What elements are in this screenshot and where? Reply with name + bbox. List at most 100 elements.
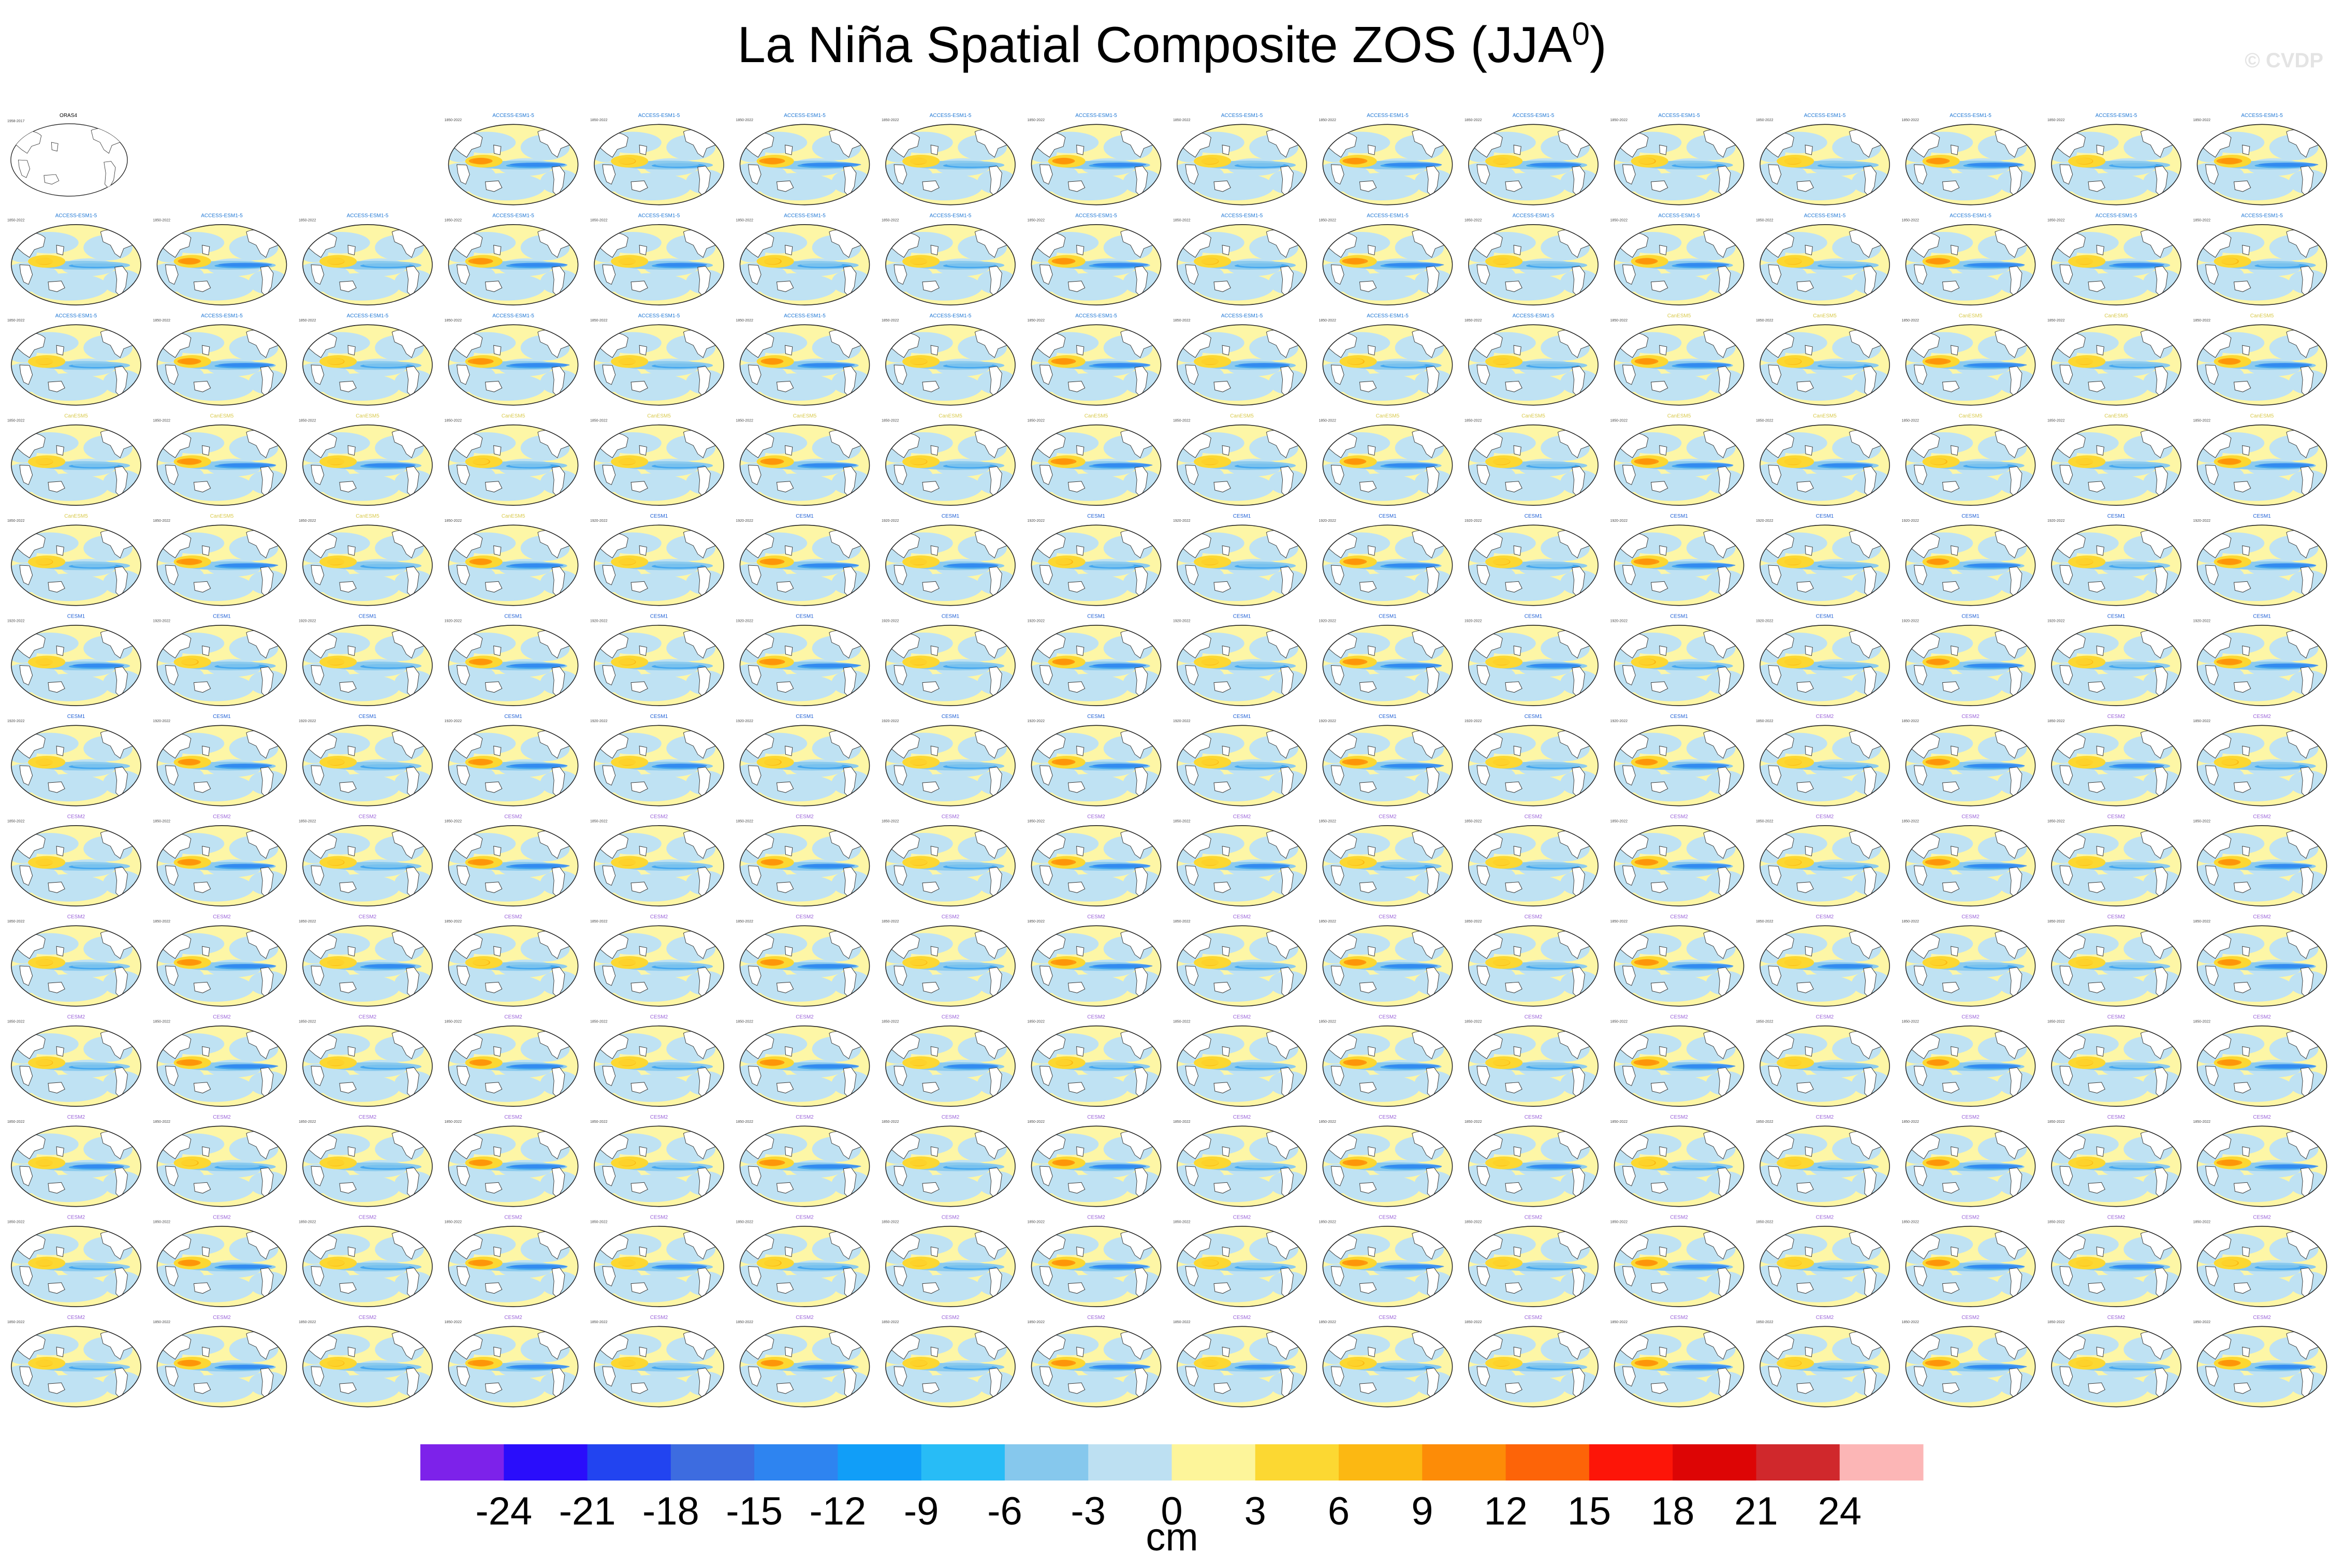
map-panel: CESM1 1920-2022 xyxy=(1457,614,1600,712)
map-panel-title: CESM2 xyxy=(650,814,668,820)
colorbar-swatch xyxy=(1589,1444,1673,1481)
map-panel: CESM2 1850-2022 xyxy=(0,914,142,1013)
map-panel-years: 1850-2022 xyxy=(1902,219,1920,223)
map-panel-title: CESM1 xyxy=(1233,614,1251,620)
map-panel-years: 1850-2022 xyxy=(7,1221,25,1224)
map-panel: CESM2 1850-2022 xyxy=(1312,814,1454,913)
map-panel-years: 1850-2022 xyxy=(153,419,171,423)
map-panel: CESM1 1920-2022 xyxy=(1895,614,2037,712)
map-panel-title: CanESM5 xyxy=(356,414,379,419)
map-panel: CESM1 1920-2022 xyxy=(1312,514,1454,612)
map-panel-title: CanESM5 xyxy=(356,514,379,519)
map-panel-years: 1920-2022 xyxy=(1173,620,1191,623)
map-panel: CESM2 1850-2022 xyxy=(437,914,580,1013)
map-panel: ACCESS-ESM1-5 1850-2022 xyxy=(1603,113,1746,211)
map-panel-years: 1850-2022 xyxy=(2047,1020,2065,1024)
map-panel: ACCESS-ESM1-5 1850-2022 xyxy=(1020,113,1163,211)
map-panel: CESM2 1850-2022 xyxy=(1020,1315,1163,1413)
map-panel: CESM2 1850-2022 xyxy=(1312,1115,1454,1213)
map-panel-years: 1850-2022 xyxy=(299,920,316,924)
map-panel-title: ACCESS-ESM1-5 xyxy=(2241,213,2283,219)
map-panel: CESM2 1850-2022 xyxy=(1312,1015,1454,1113)
map-panel: CESM2 1850-2022 xyxy=(1603,1315,1746,1413)
map-panel-title: CESM2 xyxy=(1816,1315,1834,1321)
map-panel-title: CESM1 xyxy=(1087,614,1105,620)
map-panel: CESM1 1920-2022 xyxy=(1895,514,2037,612)
map-panel-years: 1850-2022 xyxy=(1028,119,1045,122)
map-panel: CESM1 1920-2022 xyxy=(146,614,288,712)
map-panel-title: ACCESS-ESM1-5 xyxy=(2096,213,2137,219)
map-panel-title: CanESM5 xyxy=(939,414,962,419)
map-panel-years: 1920-2022 xyxy=(7,720,25,723)
map-panel-years: 1850-2022 xyxy=(153,1221,171,1224)
map-panel: ACCESS-ESM1-5 1850-2022 xyxy=(1457,113,1600,211)
map-panel: CESM1 1920-2022 xyxy=(1166,514,1308,612)
map-panel: CESM1 1920-2022 xyxy=(1166,714,1308,812)
map-panel-title: CESM1 xyxy=(1816,614,1834,620)
map-panel-years: 1920-2022 xyxy=(1319,519,1337,523)
map-panel: CESM1 1920-2022 xyxy=(729,514,871,612)
map-panel-title: CESM2 xyxy=(1670,914,1688,920)
map-panel: CESM1 1920-2022 xyxy=(583,714,725,812)
map-panel-title: ACCESS-ESM1-5 xyxy=(1221,213,1263,219)
map-panel: CESM2 1850-2022 xyxy=(874,1215,1017,1313)
map-panel-title: ACCESS-ESM1-5 xyxy=(1513,113,1555,119)
map-panel-years: 1850-2022 xyxy=(2047,119,2065,122)
map-panel-title: CESM2 xyxy=(1670,814,1688,820)
map-panel: CESM2 1850-2022 xyxy=(729,914,871,1013)
map-panel: CESM2 1850-2022 xyxy=(2040,1115,2182,1213)
map-panel: CESM1 1920-2022 xyxy=(0,614,142,712)
map-panel-title: ACCESS-ESM1-5 xyxy=(1804,113,1846,119)
map-panel-years: 1850-2022 xyxy=(1610,319,1628,323)
map-panel: ACCESS-ESM1-5 1850-2022 xyxy=(2186,113,2328,211)
cvdp-watermark: © CVDP xyxy=(2245,49,2323,72)
map-panel: CanESM5 1850-2022 xyxy=(2040,414,2182,512)
map-panel-years: 1850-2022 xyxy=(153,920,171,924)
map-panel-title: CESM1 xyxy=(1816,514,1834,519)
map-panel-title: CESM2 xyxy=(1379,914,1397,920)
map-panel: CanESM5 1850-2022 xyxy=(2186,313,2328,412)
map-panel-title: CESM2 xyxy=(650,1315,668,1321)
map-panel-years: 1850-2022 xyxy=(1173,219,1191,223)
map-panel: CESM2 1850-2022 xyxy=(583,1015,725,1113)
map-panel-years: 1850-2022 xyxy=(1610,920,1628,924)
map-panel-title: CESM2 xyxy=(942,1215,960,1221)
colorbar-tick-label: 24 xyxy=(1818,1489,1862,1533)
map-panel: CESM2 1850-2022 xyxy=(874,1115,1017,1213)
title-superscript: 0 xyxy=(1572,16,1590,52)
map-panel-years: 1850-2022 xyxy=(1464,1120,1482,1124)
map-panel: ACCESS-ESM1-5 1850-2022 xyxy=(1312,113,1454,211)
colorbar-swatch xyxy=(1505,1444,1590,1481)
colorbar-swatch xyxy=(838,1444,922,1481)
colorbar-swatch xyxy=(1088,1444,1172,1481)
map-panel-years: 1850-2022 xyxy=(7,219,25,223)
colorbar-tick-label: 18 xyxy=(1651,1489,1695,1533)
map-panel: CESM2 1850-2022 xyxy=(1603,914,1746,1013)
map-panel-years: 1850-2022 xyxy=(590,920,608,924)
colorbar-swatch xyxy=(1422,1444,1506,1481)
map-panel-title: CESM2 xyxy=(2107,914,2126,920)
map-panel-years: 1850-2022 xyxy=(1028,1020,1045,1024)
map-panel-years: 1850-2022 xyxy=(882,920,899,924)
map-panel-title: ACCESS-ESM1-5 xyxy=(1513,313,1555,319)
title-close: ) xyxy=(1590,16,1607,73)
map-panel: CESM2 1850-2022 xyxy=(874,814,1017,913)
map-panel-years: 1850-2022 xyxy=(1610,1120,1628,1124)
map-panel-years: 1850-2022 xyxy=(2047,1321,2065,1324)
colorbar-tick-label: 12 xyxy=(1484,1489,1528,1533)
colorbar-swatch xyxy=(1756,1444,1840,1481)
map-panel-title: CESM2 xyxy=(504,1115,522,1120)
map-panel-title: CESM1 xyxy=(67,714,85,720)
map-panel-years: 1850-2022 xyxy=(2193,319,2211,323)
map-panel: ACCESS-ESM1-5 1850-2022 xyxy=(437,313,580,412)
map-panel: CESM2 1850-2022 xyxy=(291,814,434,913)
map-panel-title: ACCESS-ESM1-5 xyxy=(2096,113,2137,119)
map-panel-title: CanESM5 xyxy=(1813,414,1837,419)
map-panel-years: 1850-2022 xyxy=(2047,920,2065,924)
map-panel-title: CESM2 xyxy=(1379,1215,1397,1221)
map-panel-title: CESM1 xyxy=(650,514,668,519)
map-panel-years: 1850-2022 xyxy=(2193,1321,2211,1324)
map-panel-years: 1850-2022 xyxy=(1319,1120,1337,1124)
map-panel-years: 1850-2022 xyxy=(2193,1120,2211,1124)
map-panel-title: CESM2 xyxy=(359,1315,377,1321)
